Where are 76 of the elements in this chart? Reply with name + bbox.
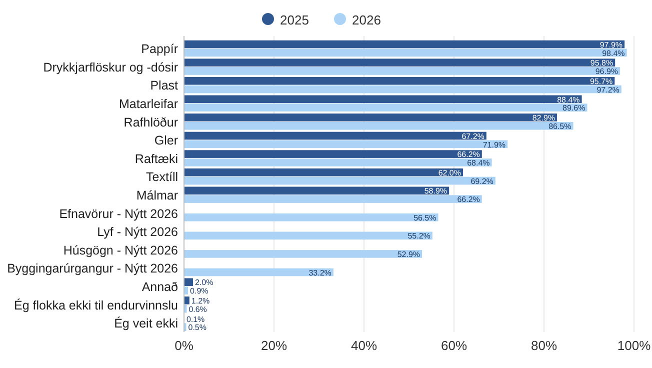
bar [184, 268, 334, 276]
legend-label: 2025 [280, 12, 309, 28]
y-tick-label: Gler [154, 134, 178, 148]
data-label: 66.2% [457, 150, 480, 160]
y-tick-label: Húsgögn - Nýtt 2026 [63, 243, 178, 258]
data-label: 33.2% [308, 268, 332, 278]
data-label: 95.8% [590, 58, 614, 68]
data-label: 66.2% [457, 195, 480, 204]
data-label: 68.4% [467, 158, 490, 168]
bar [184, 195, 482, 203]
data-label: 58.9% [424, 186, 448, 196]
bar [184, 158, 492, 166]
y-tick-label: Ég veit ekki [114, 316, 178, 331]
x-tick-label: 100% [617, 338, 652, 353]
y-tick-label: Raftæki [134, 152, 178, 166]
data-label: 1.2% [191, 296, 210, 306]
bar [184, 250, 422, 258]
bar [184, 213, 438, 222]
data-label: 88.4% [557, 95, 580, 104]
y-tick-label: Matarleifar [118, 97, 178, 112]
y-tick-label: Textíll [146, 170, 178, 184]
y-tick-label: Byggingarúrgangur - Nýtt 2026 [7, 262, 178, 276]
bar [184, 48, 627, 57]
bar [184, 122, 574, 130]
x-tick-label: 40% [350, 338, 378, 353]
bar [184, 76, 615, 85]
x-tick-label: 80% [530, 338, 558, 353]
data-label: 82.9% [532, 114, 556, 123]
bar [184, 58, 616, 66]
bar [184, 296, 190, 304]
bar [184, 40, 625, 48]
y-tick-label: Ég flokka ekki til endurvinnslu [14, 298, 178, 312]
x-tick-label: 0% [174, 338, 194, 353]
data-label: 67.2% [462, 132, 484, 141]
data-label: 62.0% [438, 168, 461, 178]
data-label: 0.6% [188, 304, 207, 314]
bar [184, 140, 508, 148]
data-label: 89.6% [562, 104, 586, 113]
data-label: 69.2% [470, 176, 494, 186]
y-tick-label: Lyf - Nýtt 2026 [97, 225, 178, 240]
x-tick-label: 60% [440, 338, 468, 353]
bar [184, 176, 496, 185]
bar [184, 95, 582, 104]
bar [184, 85, 622, 94]
x-tick-label: 20% [260, 338, 288, 353]
data-label: 97.2% [596, 85, 620, 94]
bar [184, 132, 486, 140]
y-tick-label: Drykkjarflöskur og -dósir [43, 60, 178, 74]
data-label: 0.5% [188, 323, 206, 332]
bar [184, 104, 588, 112]
bar [184, 114, 558, 122]
y-tick-label: Annað [142, 280, 178, 294]
data-label: 0.9% [190, 286, 208, 296]
bar [184, 278, 193, 286]
data-label: 55.2% [408, 232, 430, 241]
bar [184, 150, 482, 158]
data-label: 97.9% [600, 40, 623, 50]
data-label: 2.0% [195, 278, 214, 288]
bar [184, 67, 620, 75]
data-label: 86.5% [548, 122, 572, 131]
data-label: 95.7% [590, 76, 613, 86]
legend-label: 2026 [352, 12, 381, 28]
bar [184, 186, 450, 195]
data-label: 52.9% [397, 250, 420, 260]
y-tick-label: Pappír [141, 42, 178, 56]
y-tick-label: Rafhlöður [124, 115, 178, 130]
data-label: 71.9% [482, 140, 506, 150]
y-tick-label: Efnavörur - Nýtt 2026 [59, 206, 178, 221]
bar [184, 168, 463, 176]
data-label: 0.1% [186, 314, 205, 324]
bar [184, 232, 432, 240]
data-label: 98.4% [602, 48, 625, 58]
data-label: 56.5% [414, 213, 436, 222]
y-tick-label: Málmar [136, 188, 178, 203]
y-tick-label: Plast [150, 78, 179, 93]
data-label: 96.9% [595, 67, 618, 76]
